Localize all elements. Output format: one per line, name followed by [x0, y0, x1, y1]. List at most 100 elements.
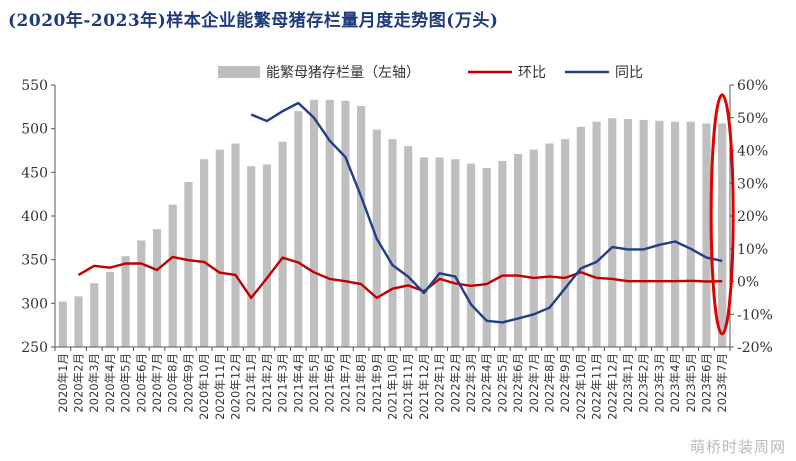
x-tick-label: 2020年1月 [56, 353, 70, 413]
y-right-tick-label: 0% [737, 275, 759, 291]
y-right-tick-label: -20% [737, 340, 773, 356]
x-tick-label: 2021年11月 [401, 353, 415, 420]
y-right-tick-label: 60% [737, 78, 768, 94]
line-series [77, 101, 723, 324]
legend-label-yoy: 同比 [615, 65, 643, 81]
x-tick-label: 2022年1月 [433, 353, 447, 413]
bar [639, 119, 648, 347]
bar-series [58, 99, 727, 348]
y-left-tick-label: 500 [21, 122, 48, 138]
x-tick-label: 2020年8月 [166, 353, 180, 413]
bar [309, 99, 319, 347]
y-right-tick-label: 50% [737, 111, 768, 127]
x-tick-label: 2023年1月 [621, 353, 635, 413]
x-tick-label: 2020年4月 [103, 353, 117, 413]
x-tick-label: 2021年4月 [291, 353, 305, 413]
legend: 能繁母猪存栏量（左轴） 环比 同比 [218, 65, 643, 81]
legend-label-mom: 环比 [518, 65, 546, 81]
bar [262, 164, 271, 347]
line-yoy [250, 101, 723, 324]
x-tick-label: 2021年3月 [276, 353, 290, 413]
x-tick-label: 2022年12月 [605, 353, 619, 420]
bar [435, 157, 444, 347]
x-tick-label: 2020年11月 [213, 353, 227, 420]
legend-swatch-bar [218, 66, 260, 78]
bar [121, 256, 130, 347]
bar [404, 146, 413, 347]
bar [74, 296, 83, 347]
bar [168, 204, 177, 347]
bar [451, 159, 460, 347]
y-left-tick-label: 350 [21, 253, 48, 269]
x-tick-label: 2021年12月 [417, 353, 431, 420]
x-tick-label: 2022年7月 [527, 353, 541, 413]
x-tick-label: 2023年5月 [684, 353, 698, 413]
x-tick-label: 2021年6月 [323, 353, 337, 413]
bar [592, 121, 601, 348]
bar [215, 149, 224, 347]
x-tick-label: 2020年12月 [229, 353, 243, 420]
bar [529, 149, 538, 347]
bar [247, 166, 256, 347]
bar [655, 120, 664, 347]
x-tick-label: 2021年1月 [244, 353, 258, 413]
line-mom [77, 255, 723, 300]
y-left-tick-label: 400 [21, 209, 48, 225]
bar [514, 153, 523, 347]
x-tick-label: 2023年3月 [652, 353, 666, 413]
x-tick-label: 2020年5月 [119, 353, 133, 413]
highlight-ellipse [709, 93, 735, 336]
bar [278, 141, 287, 347]
x-tick-label: 2023年2月 [637, 353, 651, 413]
x-tick-label: 2020年10月 [197, 353, 211, 420]
bar [670, 121, 680, 348]
x-tick-label: 2023年4月 [668, 353, 682, 413]
y-left-tick-label: 450 [21, 165, 48, 181]
x-tick-label: 2022年2月 [448, 353, 462, 413]
x-tick-label: 2021年8月 [354, 353, 368, 413]
x-tick-label: 2022年3月 [464, 353, 478, 413]
x-tick-label: 2022年10月 [574, 353, 588, 420]
y-right-tick-label: 20% [737, 209, 768, 225]
bar [200, 159, 209, 347]
bar [608, 118, 617, 347]
x-tick-label: 2023年7月 [715, 353, 729, 413]
bar [466, 163, 476, 347]
chart-title: (2020年-2023年)样本企业能繁母猪存栏量月度走势图(万头) [8, 11, 499, 31]
bar [623, 119, 633, 347]
x-tick-label: 2020年2月 [72, 353, 86, 413]
bar [105, 271, 115, 347]
x-tick-label: 2022年11月 [590, 353, 604, 420]
annotation [709, 93, 735, 336]
bar [137, 240, 146, 347]
bar [576, 126, 585, 347]
x-tick-label: 2022年8月 [542, 353, 556, 413]
bar [561, 139, 570, 347]
y-left-tick-label: 300 [21, 296, 48, 312]
bar [419, 157, 428, 347]
x-tick-label: 2022年5月 [495, 353, 509, 413]
x-tick-label: 2021年9月 [370, 353, 384, 413]
bar [90, 283, 99, 347]
x-tick-label: 2021年5月 [307, 353, 321, 413]
x-tick-label: 2020年3月 [87, 353, 101, 413]
x-tick-label: 2021年10月 [386, 353, 400, 420]
y-left-tick-label: 550 [21, 78, 48, 94]
x-tick-label: 2022年6月 [511, 353, 525, 413]
x-tick-label: 2020年7月 [150, 353, 164, 413]
bar [184, 181, 193, 347]
bar [482, 167, 491, 347]
y-left-tick-label: 250 [21, 340, 48, 356]
legend-label-bar: 能繁母猪存栏量（左轴） [266, 65, 420, 81]
y-right-tick-label: 40% [737, 144, 768, 160]
bar [58, 301, 67, 347]
x-tick-label: 2021年2月 [260, 353, 274, 413]
y-right-tick-label: 30% [737, 176, 768, 192]
bar [325, 99, 334, 347]
bar [498, 160, 507, 347]
x-tick-labels: 2020年1月 2020年2月 2020年3月 2020年4月 2020年5月 2020年… [56, 353, 729, 420]
x-tick-label: 2022年4月 [480, 353, 494, 413]
bar [718, 123, 727, 347]
y-right-tick-label: 10% [737, 242, 768, 258]
